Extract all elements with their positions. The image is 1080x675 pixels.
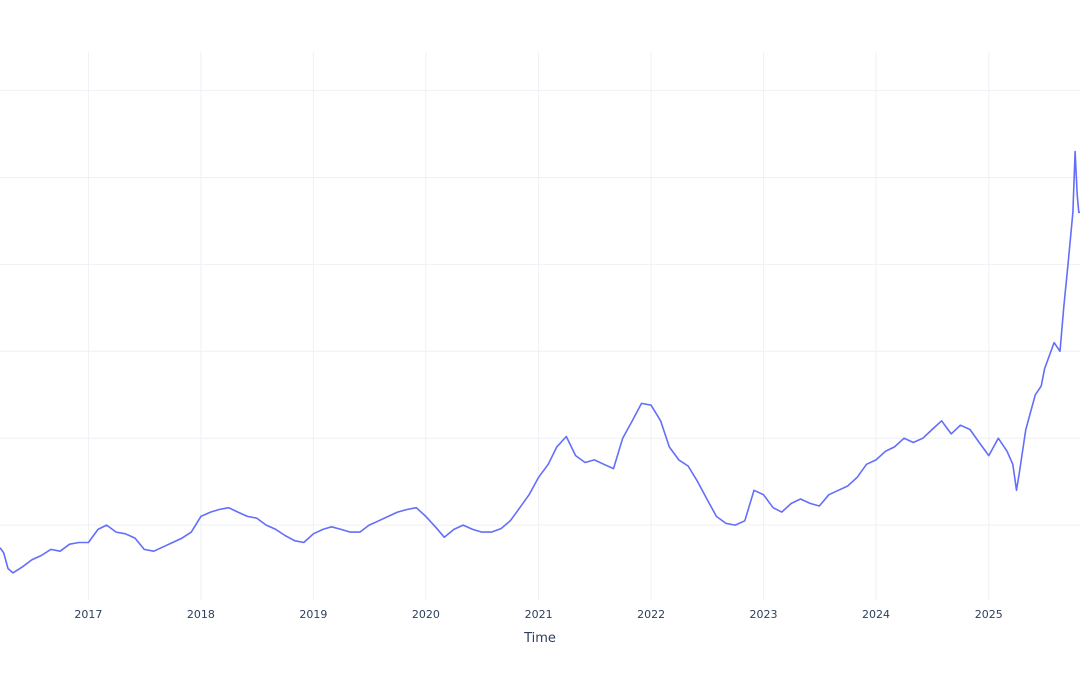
x-axis-tick-labels: 2017 2018 2019 2020 2021 2022 2023 2024 2025 [74, 608, 1002, 621]
horizontal-gridlines [0, 90, 1080, 526]
x-tick-label-2023: 2023 [750, 608, 778, 621]
x-tick-label-2019: 2019 [299, 608, 327, 621]
x-tick-label-2018: 2018 [187, 608, 215, 621]
x-tick-label-2020: 2020 [412, 608, 440, 621]
x-tick-label-2022: 2022 [637, 608, 665, 621]
x-tick-label-2025: 2025 [975, 608, 1003, 621]
x-tick-label-2021: 2021 [525, 608, 553, 621]
x-axis-title: Time [523, 631, 556, 646]
x-tick-label-2024: 2024 [862, 608, 890, 621]
series-line [0, 150, 1080, 574]
vertical-gridlines [87, 52, 990, 600]
x-tick-label-2017: 2017 [74, 608, 102, 621]
